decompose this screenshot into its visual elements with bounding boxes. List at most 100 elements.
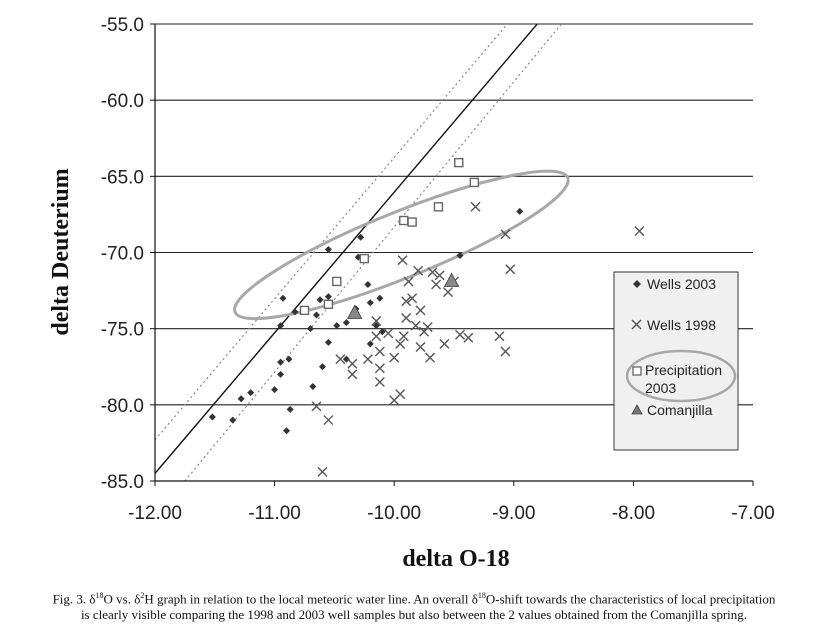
point-wells-2003: [229, 416, 237, 424]
legend-label-precipitation-year: 2003: [645, 380, 676, 396]
point-wells-1998: [323, 415, 334, 426]
point-wells-1998: [415, 305, 426, 316]
point-wells-1998: [454, 329, 465, 340]
point-wells-1998: [434, 270, 445, 281]
point-wells-2003: [324, 293, 332, 301]
point-wells-1998: [362, 354, 373, 365]
caption-sup-2: 2: [140, 591, 145, 600]
point-wells-2003: [318, 363, 326, 371]
point-wells-1998: [397, 255, 408, 266]
legend-ellipse-marker: [625, 349, 737, 403]
point-wells-2003: [237, 395, 245, 403]
y-tick-label: -85.0: [101, 472, 144, 493]
point-wells-1998: [427, 267, 438, 278]
point-wells-1998: [317, 466, 328, 477]
point-wells-1998: [395, 338, 406, 349]
point-wells-1998: [634, 226, 645, 237]
point-wells-1998: [389, 352, 400, 363]
point-wells-1998: [470, 201, 481, 212]
point-wells-2003: [456, 252, 464, 260]
legend-label-wells-2003: Wells 2003: [647, 276, 716, 292]
point-precipitation-2003: [433, 202, 444, 212]
meteoric-water-line: [155, 24, 539, 474]
point-wells-2003: [286, 405, 294, 413]
tick-labels: -55.0 -60.0 -65.0 -70.0 -75.0 -80.0 -85.0 -12.0…: [101, 15, 775, 524]
point-wells-1998: [401, 296, 412, 307]
y-tick-label: -60.0: [101, 91, 144, 112]
point-precipitation-2003: [359, 253, 369, 264]
point-precipitation-2003: [454, 157, 464, 168]
point-wells-2003: [291, 308, 299, 316]
point-wells-1998: [374, 363, 385, 374]
caption-line-2: is clearly visible comparing the 1998 an…: [80, 607, 748, 623]
point-wells-2003: [277, 358, 285, 366]
y-tick-label: -80.0: [101, 396, 144, 417]
point-wells-1998: [347, 358, 358, 369]
point-precipitation-2003: [399, 215, 409, 226]
caption-mid-1: O vs. δ: [103, 591, 141, 607]
point-wells-1998: [403, 276, 414, 287]
caption-line-1: Fig. 3. δ18O vs. δ2H graph in relation t…: [8, 588, 820, 607]
x-axis-title: delta O-18: [402, 546, 509, 572]
caption-mid-2: H graph in relation to the local meteori…: [144, 591, 478, 607]
chart-canvas: -55.0 -60.0 -65.0 -70.0 -75.0 -80.0 -85.0 -12.0…: [48, 15, 775, 572]
legend-diamond-marker: [633, 280, 641, 288]
caption-line-1-end: O-shift towards the characteristics of l…: [485, 591, 776, 607]
legend-label-precipitation: Precipitation: [645, 362, 722, 378]
point-wells-1998: [371, 331, 382, 342]
point-wells-1998: [395, 389, 406, 400]
point-wells-1998: [443, 287, 454, 298]
point-wells-2003: [279, 294, 287, 302]
y-tick-label: -65.0: [101, 167, 144, 188]
point-wells-2003: [366, 299, 374, 307]
y-tick-label: -75.0: [101, 320, 144, 341]
legend-box: [613, 271, 739, 451]
point-wells-2003: [277, 370, 285, 378]
point-wells-2003: [357, 233, 365, 241]
data-points: [208, 157, 645, 477]
figure-caption: Fig. 3. δ18O vs. δ2H graph in relation t…: [8, 588, 820, 623]
point-wells-2003: [247, 389, 255, 397]
point-wells-2003: [324, 245, 332, 253]
y-tick-label: -70.0: [101, 244, 144, 265]
x-tick-label: -9.00: [492, 503, 535, 524]
point-precipitation-2003: [469, 177, 480, 188]
point-wells-1998: [311, 401, 322, 412]
point-wells-1998: [401, 313, 412, 323]
x-tick-label: -10.00: [367, 503, 421, 524]
point-wells-1998: [422, 322, 433, 333]
legend-x-marker: [631, 319, 642, 330]
point-wells-1998: [374, 346, 385, 357]
point-wells-2003: [271, 386, 279, 394]
y-axis-title: delta Deuterium: [48, 168, 74, 335]
point-wells-2003: [333, 322, 341, 330]
caption-sup-18b: 18: [477, 591, 486, 600]
point-precipitation-2003: [332, 276, 342, 287]
point-wells-2003: [277, 322, 285, 330]
point-comanjilla: [346, 304, 363, 319]
point-wells-2003: [208, 413, 216, 421]
point-wells-2003: [316, 296, 324, 304]
legend: Wells 2003 Wells 1998 Precipitation 2003…: [613, 271, 739, 451]
y-tick-label: -55.0: [101, 15, 144, 36]
point-wells-1998: [347, 369, 358, 380]
x-tick-label: -7.00: [731, 503, 774, 524]
point-wells-2003: [516, 207, 524, 215]
point-wells-1998: [371, 316, 382, 327]
point-comanjilla: [443, 272, 460, 287]
point-wells-1998: [494, 331, 505, 342]
point-wells-1998: [410, 320, 421, 331]
point-wells-1998: [415, 341, 426, 352]
point-wells-1998: [407, 293, 418, 304]
point-wells-1998: [439, 338, 450, 349]
point-wells-1998: [463, 332, 474, 343]
point-precipitation-2003: [407, 217, 417, 227]
reference-lines: [155, 24, 563, 481]
point-wells-2003: [364, 280, 372, 288]
x-tick-label: -12.00: [128, 503, 182, 524]
point-wells-2003: [366, 340, 374, 348]
point-wells-2003: [283, 427, 291, 435]
point-wells-1998: [500, 346, 511, 357]
point-wells-1998: [431, 279, 442, 290]
point-wells-1998: [374, 376, 385, 387]
